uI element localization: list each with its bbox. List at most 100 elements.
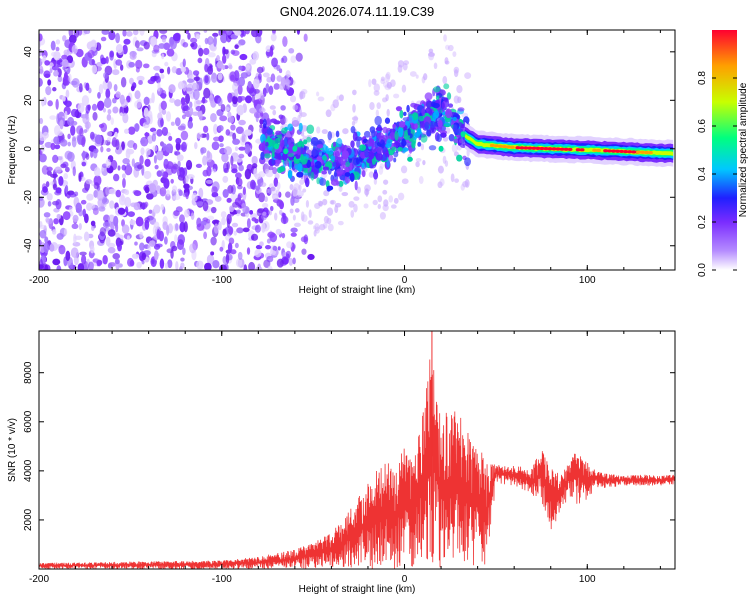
- noise-speckle: [106, 113, 112, 121]
- signal-blob: [425, 100, 433, 109]
- noise-speckle: [182, 58, 186, 68]
- noise-speckle: [213, 123, 218, 135]
- halo-speckle: [307, 220, 314, 225]
- noise-speckle: [233, 88, 239, 98]
- noise-speckle: [240, 72, 249, 79]
- noise-speckle: [90, 180, 95, 187]
- halo-speckle: [294, 195, 301, 201]
- signal-blob: [411, 112, 419, 121]
- noise-speckle: [211, 186, 218, 195]
- halo-speckle: [368, 171, 374, 178]
- signal-blob: [335, 130, 340, 138]
- halo-speckle: [352, 89, 357, 96]
- noise-speckle: [186, 78, 195, 83]
- halo-speckle: [302, 135, 307, 140]
- colorbar-tick-label: 0.4: [697, 167, 708, 181]
- signal-blob: [270, 118, 278, 123]
- halo-speckle: [442, 155, 447, 164]
- tone-core: [575, 148, 581, 152]
- noise-speckle: [133, 142, 138, 150]
- noise-speckle: [61, 95, 66, 102]
- signal-blob: [277, 155, 284, 160]
- signal-blob: [319, 177, 327, 186]
- signal-blob: [316, 144, 324, 149]
- noise-speckle: [190, 212, 195, 220]
- noise-speckle: [245, 95, 253, 104]
- signal-blob: [356, 139, 361, 148]
- noise-speckle: [291, 119, 300, 127]
- signal-blob: [437, 119, 443, 128]
- halo-speckle: [454, 178, 459, 183]
- noise-speckle: [241, 131, 245, 141]
- noise-speckle: [100, 122, 108, 133]
- noise-speckle: [156, 128, 163, 137]
- noise-speckle: [175, 223, 179, 231]
- noise-speckle: [136, 75, 145, 82]
- halo-speckle: [393, 197, 399, 204]
- noise-speckle: [93, 182, 100, 190]
- halo-speckle: [377, 204, 382, 210]
- signal-blob: [322, 166, 330, 171]
- noise-speckle: [130, 202, 138, 208]
- noise-speckle: [196, 201, 204, 207]
- halo-speckle: [329, 199, 336, 205]
- noise-speckle: [85, 153, 90, 160]
- noise-speckle: [184, 175, 189, 184]
- noise-speckle: [126, 163, 131, 168]
- noise-speckle: [175, 137, 182, 145]
- noise-speckle: [290, 196, 295, 206]
- noise-speckle: [138, 80, 143, 86]
- tone-core: [567, 147, 573, 152]
- noise-speckle: [286, 241, 293, 249]
- noise-speckle: [193, 76, 201, 82]
- noise-speckle: [237, 184, 243, 190]
- noise-speckle: [159, 258, 165, 269]
- signal-blob: [397, 127, 404, 138]
- noise-speckle: [151, 133, 157, 142]
- noise-speckle: [127, 257, 134, 267]
- colorbar: 0.0 0.2 0.4 0.6 0.8 Normalized spectral ampl…: [697, 30, 749, 277]
- signal-blob: [310, 137, 319, 146]
- noise-speckle: [135, 59, 143, 69]
- noise-speckle: [65, 89, 70, 98]
- signal-blob: [375, 126, 383, 131]
- tone-core: [493, 144, 499, 148]
- noise-speckle: [109, 200, 115, 209]
- noise-speckle: [183, 183, 190, 190]
- signal-blob: [391, 146, 397, 152]
- noise-speckle: [92, 111, 98, 121]
- tone-core: [627, 150, 633, 154]
- halo-speckle: [317, 96, 325, 102]
- noise-speckle: [139, 155, 144, 165]
- noise-speckle: [62, 211, 71, 221]
- noise-speckle: [270, 73, 276, 83]
- halo-speckle: [442, 76, 448, 85]
- noise-speckle: [73, 30, 80, 38]
- noise-speckle: [168, 84, 176, 94]
- noise-speckle: [230, 155, 234, 166]
- tone-core: [623, 149, 629, 154]
- noise-speckle: [164, 61, 169, 67]
- noise-speckle: [220, 104, 226, 112]
- signal-blob: [355, 157, 360, 164]
- noise-speckle: [50, 173, 58, 178]
- signal-blob: [407, 156, 413, 162]
- noise-speckle: [87, 49, 95, 59]
- signal-blob: [397, 146, 403, 152]
- noise-speckle: [248, 87, 257, 97]
- noise-speckle: [44, 236, 49, 244]
- noise-speckle: [303, 234, 309, 245]
- noise-speckle: [74, 235, 83, 240]
- noise-speckle: [281, 232, 286, 239]
- noise-speckle: [98, 83, 104, 95]
- noise-speckle: [194, 141, 198, 150]
- figure-title: GN04.2026.074.11.19.C39: [280, 4, 434, 19]
- noise-speckle: [153, 221, 160, 229]
- signal-blob: [327, 131, 333, 141]
- signal-blob: [448, 134, 455, 142]
- noise-speckle: [102, 221, 111, 228]
- noise-speckle: [173, 210, 180, 217]
- noise-speckle: [214, 195, 222, 202]
- noise-speckle: [294, 208, 300, 213]
- noise-speckle: [62, 35, 67, 42]
